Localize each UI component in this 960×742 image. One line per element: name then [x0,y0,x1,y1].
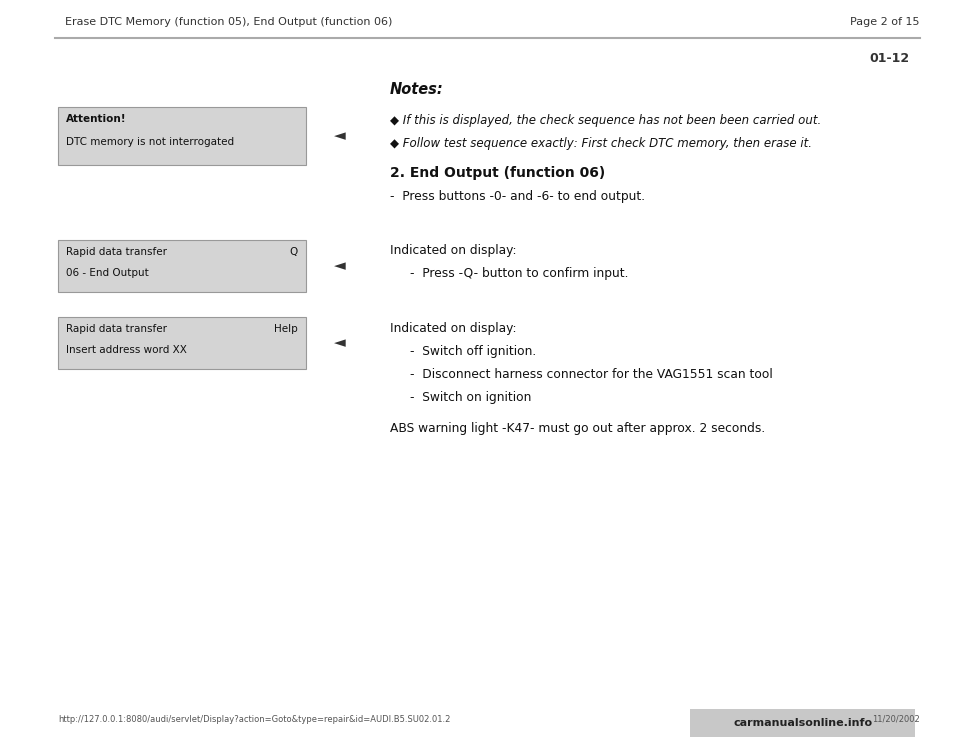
Text: -  Switch off ignition.: - Switch off ignition. [410,345,537,358]
Text: ◄: ◄ [334,258,346,274]
Text: Notes:: Notes: [390,82,444,97]
Text: ABS warning light -K47- must go out after approx. 2 seconds.: ABS warning light -K47- must go out afte… [390,422,765,435]
Text: ◆ Follow test sequence exactly: First check DTC memory, then erase it.: ◆ Follow test sequence exactly: First ch… [390,137,812,150]
Text: Indicated on display:: Indicated on display: [390,244,516,257]
Text: -  Press -Q- button to confirm input.: - Press -Q- button to confirm input. [410,267,629,280]
Text: ◄: ◄ [334,128,346,143]
Text: DTC memory is not interrogated: DTC memory is not interrogated [66,137,234,147]
Text: carmanualsonline.info: carmanualsonline.info [733,718,873,728]
Text: ◆ If this is displayed, the check sequence has not been been carried out.: ◆ If this is displayed, the check sequen… [390,114,821,127]
Bar [690,709,915,737]
Text: Help: Help [275,324,298,334]
Bar [58,107,306,165]
Text: Rapid data transfer: Rapid data transfer [66,247,167,257]
Text: http://127.0.0.1:8080/audi/servlet/Display?action=Goto&type=repair&id=AUDI.B5.SU: http://127.0.0.1:8080/audi/servlet/Displ… [58,715,450,724]
Bar [58,317,306,369]
Text: Page 2 of 15: Page 2 of 15 [851,17,920,27]
Text: Attention!: Attention! [66,114,127,124]
Text: 11/20/2002: 11/20/2002 [873,715,920,724]
Text: 01-12: 01-12 [870,52,910,65]
Bar [58,240,306,292]
Text: Rapid data transfer: Rapid data transfer [66,324,167,334]
Text: -  Press buttons -0- and -6- to end output.: - Press buttons -0- and -6- to end outpu… [390,190,645,203]
Text: Indicated on display:: Indicated on display: [390,322,516,335]
Text: -  Disconnect harness connector for the VAG1551 scan tool: - Disconnect harness connector for the V… [410,368,773,381]
Text: ◄: ◄ [334,335,346,350]
Text: Q: Q [290,247,298,257]
Text: -  Switch on ignition: - Switch on ignition [410,391,532,404]
Text: Erase DTC Memory (function 05), End Output (function 06): Erase DTC Memory (function 05), End Outp… [65,17,393,27]
Text: 06 - End Output: 06 - End Output [66,268,149,278]
Text: 2. End Output (function 06): 2. End Output (function 06) [390,166,605,180]
Text: Insert address word XX: Insert address word XX [66,345,187,355]
